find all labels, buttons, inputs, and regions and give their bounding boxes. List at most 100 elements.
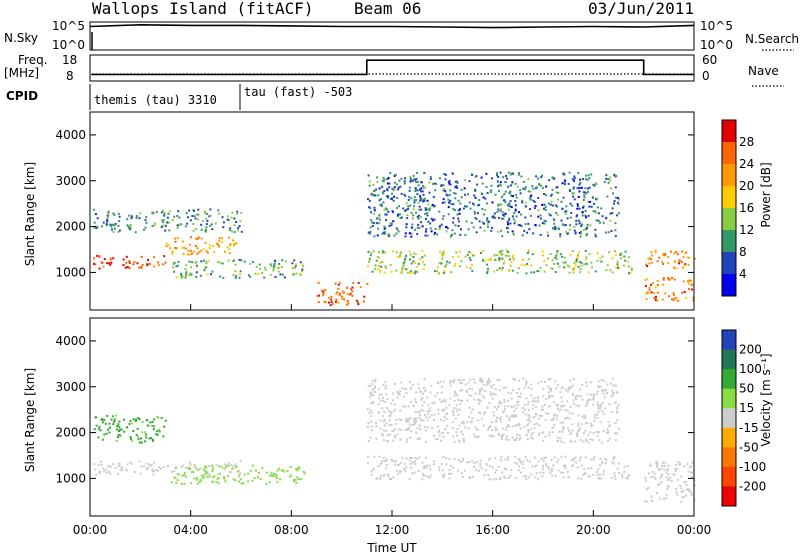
- data-cell: [589, 224, 592, 227]
- data-cell: [525, 397, 528, 400]
- data-cell: [584, 422, 587, 425]
- data-cell: [203, 469, 205, 472]
- data-cell: [173, 476, 176, 479]
- data-cell: [483, 396, 486, 399]
- data-cell: [208, 215, 211, 218]
- data-cell: [100, 460, 102, 463]
- data-cell: [531, 185, 534, 187]
- data-cell: [283, 470, 286, 473]
- data-cell: [395, 183, 398, 186]
- data-cell: [647, 257, 650, 260]
- data-cell: [493, 414, 496, 417]
- data-cell: [685, 480, 688, 483]
- data-cell: [579, 388, 581, 391]
- data-cell: [366, 426, 369, 428]
- data-cell: [95, 227, 98, 229]
- data-cell: [103, 470, 105, 473]
- data-cell: [274, 260, 277, 263]
- data-cell: [188, 467, 191, 470]
- data-cell: [662, 263, 665, 265]
- data-cell: [542, 439, 545, 442]
- data-cell: [359, 286, 362, 288]
- data-cell: [433, 434, 435, 437]
- data-cell: [530, 473, 533, 476]
- data-cell: [163, 255, 166, 258]
- data-cell: [189, 272, 192, 275]
- data-cell: [442, 198, 445, 201]
- data-cell: [512, 414, 515, 416]
- data-cell: [197, 218, 199, 221]
- data-cell: [434, 270, 436, 273]
- data-cell: [189, 463, 192, 466]
- data-cell: [378, 265, 381, 267]
- data-cell: [400, 192, 403, 195]
- data-cell: [678, 260, 681, 263]
- data-cell: [500, 229, 503, 232]
- data-cell: [565, 210, 568, 213]
- data-cell: [664, 254, 667, 257]
- data-cell: [508, 258, 511, 261]
- data-cell: [452, 208, 455, 211]
- data-cell: [588, 177, 591, 180]
- data-cell: [411, 223, 414, 226]
- data-cell: [204, 230, 207, 233]
- data-cell: [200, 228, 203, 231]
- data-cell: [382, 231, 385, 234]
- data-cell: [461, 459, 464, 462]
- data-cell: [475, 461, 478, 464]
- data-cell: [301, 270, 304, 273]
- data-cell: [373, 189, 375, 192]
- data-cell: [389, 172, 392, 174]
- data-cell: [540, 409, 543, 412]
- power-colorbar-tick: 16: [739, 201, 754, 215]
- data-cell: [151, 468, 154, 471]
- data-cell: [408, 459, 411, 462]
- data-cell: [532, 416, 535, 419]
- data-cell: [531, 437, 534, 440]
- data-cell: [419, 196, 422, 199]
- data-cell: [423, 172, 426, 175]
- data-cell: [535, 464, 538, 467]
- data-cell: [584, 191, 587, 194]
- data-cell: [398, 255, 401, 258]
- power-colorbar-swatch: [722, 186, 736, 209]
- power-colorbar-frame: [721, 119, 737, 297]
- data-cell: [590, 425, 593, 427]
- data-cell: [534, 400, 537, 403]
- data-cell: [235, 212, 238, 215]
- data-cell: [386, 208, 389, 211]
- data-cell: [232, 478, 235, 481]
- data-cell: [686, 256, 689, 259]
- data-cell: [562, 172, 565, 175]
- data-cell: [520, 471, 522, 474]
- data-cell: [130, 462, 133, 465]
- data-cell: [181, 240, 184, 243]
- data-cell: [402, 265, 405, 268]
- data-cell: [616, 467, 619, 470]
- data-cell: [597, 431, 600, 434]
- data-cell: [443, 398, 446, 401]
- data-cell: [135, 434, 138, 436]
- data-cell: [492, 215, 495, 218]
- data-cell: [509, 205, 512, 208]
- data-cell: [503, 408, 506, 411]
- data-cell: [603, 413, 606, 415]
- data-cell: [251, 464, 254, 467]
- data-cell: [447, 213, 450, 216]
- data-cell: [472, 202, 474, 205]
- data-cell: [342, 291, 345, 294]
- data-cell: [516, 401, 518, 404]
- data-cell: [481, 380, 484, 383]
- data-cell: [157, 416, 160, 419]
- data-cell: [421, 461, 424, 464]
- data-cell: [688, 256, 691, 259]
- data-cell: [203, 468, 206, 471]
- data-cell: [404, 235, 407, 238]
- data-cell: [534, 205, 537, 207]
- data-cell: [682, 280, 685, 283]
- data-cell: [255, 265, 258, 268]
- data-cell: [370, 393, 373, 396]
- data-cell: [407, 405, 410, 408]
- data-cell: [518, 379, 521, 382]
- data-cell: [371, 402, 374, 404]
